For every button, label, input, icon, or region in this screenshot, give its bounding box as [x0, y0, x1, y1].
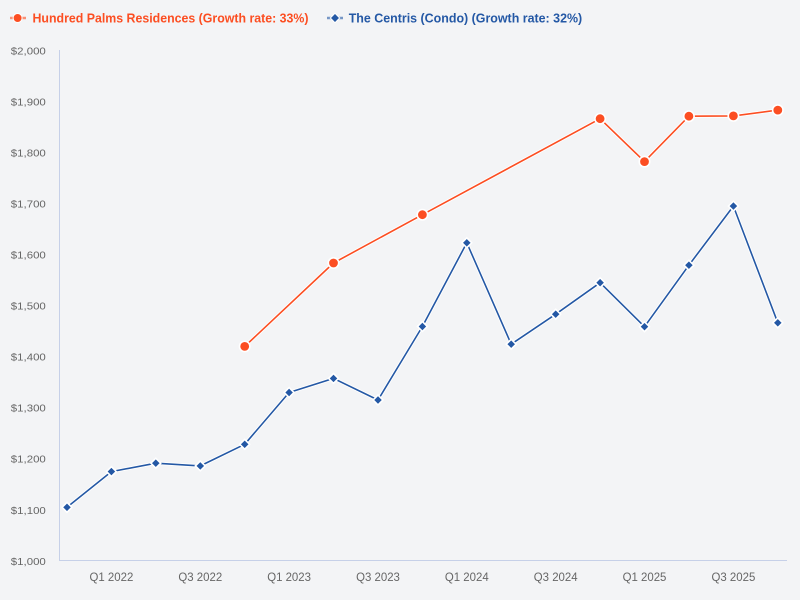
svg-text:$1,700: $1,700	[11, 199, 46, 210]
svg-text:$1,100: $1,100	[11, 506, 46, 517]
svg-text:Q3 2022: Q3 2022	[178, 572, 222, 584]
svg-text:Q3 2024: Q3 2024	[534, 572, 578, 584]
svg-text:Q1 2023: Q1 2023	[267, 572, 311, 584]
svg-text:$1,900: $1,900	[11, 97, 46, 108]
svg-text:$2,000: $2,000	[11, 46, 46, 57]
svg-text:$1,400: $1,400	[11, 353, 46, 364]
svg-text:$1,200: $1,200	[11, 455, 46, 466]
svg-text:$1,300: $1,300	[11, 404, 46, 415]
svg-text:Q3 2025: Q3 2025	[712, 572, 756, 584]
svg-text:Q1 2025: Q1 2025	[623, 572, 667, 584]
svg-text:Hundred Palms Residences (Grow: Hundred Palms Residences (Growth rate: 3…	[33, 11, 309, 26]
svg-text:$1,000: $1,000	[11, 557, 46, 568]
svg-text:$1,600: $1,600	[11, 251, 46, 262]
svg-text:$1,800: $1,800	[11, 148, 46, 159]
svg-text:Q1 2022: Q1 2022	[90, 572, 134, 584]
svg-text:$1,500: $1,500	[11, 302, 46, 313]
svg-text:Q3 2023: Q3 2023	[356, 572, 400, 584]
svg-text:The Centris (Condo) (Growth ra: The Centris (Condo) (Growth rate: 32%)	[349, 11, 583, 26]
svg-text:Q1 2024: Q1 2024	[445, 572, 489, 584]
